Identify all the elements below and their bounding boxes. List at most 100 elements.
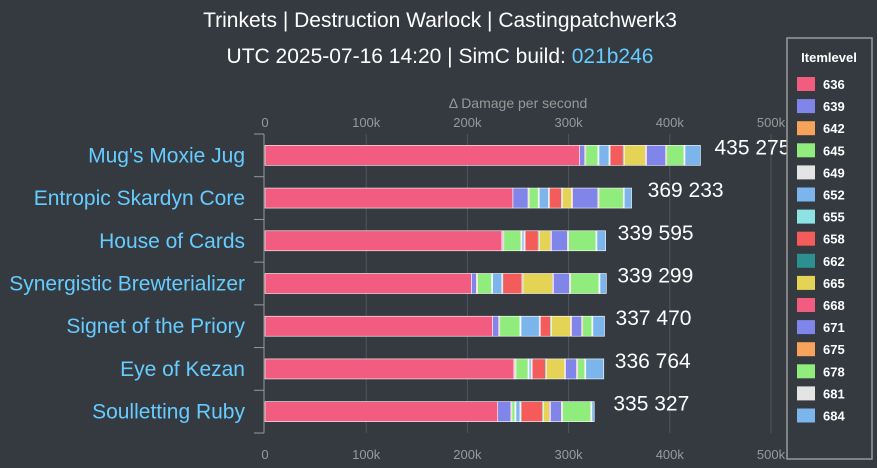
bar-segment[interactable] — [546, 358, 565, 380]
legend-label: 649 — [823, 165, 845, 180]
bar-segment[interactable] — [515, 358, 529, 380]
bar-segment[interactable] — [538, 230, 551, 252]
bar-segment[interactable] — [264, 187, 514, 209]
bar-segment[interactable] — [585, 358, 605, 380]
bar-segment[interactable] — [572, 187, 599, 209]
simc-build-link[interactable]: 021b246 — [572, 45, 654, 68]
bar-segment[interactable] — [264, 273, 472, 294]
legend-item[interactable]: 665 — [797, 275, 845, 291]
bar-segment[interactable] — [524, 230, 539, 252]
legend-item[interactable]: 639 — [797, 99, 845, 114]
bar-segment[interactable] — [492, 273, 503, 294]
category-label[interactable]: Mug's Moxie Jug — [88, 144, 245, 167]
bar-segment[interactable] — [503, 230, 522, 252]
bar-segment[interactable] — [582, 315, 593, 337]
legend-item[interactable]: 668 — [797, 298, 845, 313]
bar-stacks — [264, 145, 701, 422]
bar-segment[interactable] — [499, 315, 521, 337]
bar-segment[interactable] — [549, 187, 562, 209]
bar-segment[interactable] — [553, 273, 570, 294]
bar-segment[interactable] — [551, 230, 568, 252]
legend-item[interactable]: 684 — [797, 408, 845, 424]
legend-label: 655 — [823, 210, 845, 225]
legend-label: 636 — [823, 77, 845, 92]
bar-segment[interactable] — [531, 358, 546, 380]
category-label[interactable]: Entropic Skardyn Core — [34, 187, 245, 210]
bar-segment[interactable] — [492, 315, 500, 337]
legend-item[interactable]: 642 — [797, 121, 845, 136]
bar-segment[interactable] — [599, 273, 607, 294]
bar-segment[interactable] — [511, 401, 516, 422]
bar-segment[interactable] — [571, 315, 583, 337]
bar-segment[interactable] — [521, 230, 525, 252]
bar-segment[interactable] — [520, 315, 540, 337]
bar-segment[interactable] — [542, 401, 550, 422]
legend-item[interactable]: 671 — [797, 320, 845, 335]
bar-segment[interactable] — [264, 358, 515, 380]
legend-item[interactable]: 655 — [797, 209, 845, 225]
category-label[interactable]: Signet of the Priory — [66, 315, 245, 338]
tick-label-bottom: 200k — [453, 447, 482, 462]
bar-segment[interactable] — [264, 145, 581, 166]
legend-item[interactable]: 662 — [797, 254, 845, 269]
bar-segment[interactable] — [646, 145, 667, 166]
bar-segment[interactable] — [539, 315, 551, 337]
bar-segment[interactable] — [520, 401, 543, 422]
bar-segment[interactable] — [477, 273, 492, 294]
bar-segment[interactable] — [512, 187, 529, 209]
bar-segment[interactable] — [579, 145, 586, 166]
bar-segment[interactable] — [596, 230, 606, 252]
bar-segment[interactable] — [570, 273, 600, 294]
chart-title: Trinkets | Destruction Warlock | Casting… — [203, 9, 677, 32]
bar-segment[interactable] — [264, 401, 499, 422]
bar-segment[interactable] — [562, 401, 592, 422]
legend-item[interactable]: 652 — [797, 187, 845, 203]
bar-segment[interactable] — [591, 401, 595, 422]
bar-segment[interactable] — [550, 401, 562, 422]
tick-label-top: 100k — [352, 115, 381, 130]
legend-label: 675 — [823, 342, 845, 357]
legend-swatch — [797, 231, 815, 246]
bar-segment[interactable] — [522, 273, 553, 294]
bar-segment[interactable] — [528, 187, 539, 209]
bar-segment[interactable] — [551, 315, 571, 337]
bar-segment[interactable] — [598, 187, 624, 209]
category-label[interactable]: House of Cards — [99, 230, 245, 253]
bar-segment[interactable] — [623, 145, 646, 166]
x-axis-title: Δ Damage per second — [449, 95, 588, 111]
bar-segment[interactable] — [264, 230, 503, 252]
legend-item[interactable]: 681 — [797, 386, 845, 401]
category-label[interactable]: Synergistic Brewterializer — [9, 273, 245, 296]
legend-swatch — [797, 187, 815, 202]
bar-segment[interactable] — [565, 358, 577, 380]
bar-segment[interactable] — [471, 273, 477, 294]
legend-label: 671 — [823, 320, 845, 335]
bar-segment[interactable] — [592, 315, 605, 337]
legend-item[interactable]: 645 — [797, 143, 845, 158]
category-label[interactable]: Soulletting Ruby — [92, 401, 245, 424]
tick-label-top: 300k — [554, 115, 583, 130]
bar-segment[interactable] — [538, 187, 549, 209]
bar-segment[interactable] — [585, 145, 599, 166]
legend-item[interactable]: 675 — [797, 342, 845, 357]
legend-item[interactable]: 636 — [797, 77, 845, 92]
category-label[interactable]: Eye of Kezan — [120, 358, 245, 381]
bar-segment[interactable] — [684, 145, 701, 166]
bar-segment[interactable] — [562, 187, 572, 209]
bar-segment[interactable] — [577, 358, 586, 380]
bar-segment[interactable] — [568, 230, 597, 252]
bar-segment[interactable] — [502, 273, 523, 294]
legend-item[interactable]: 658 — [797, 231, 845, 247]
bar-segment[interactable] — [598, 145, 610, 166]
bar-segment[interactable] — [528, 358, 532, 380]
bar-segment[interactable] — [609, 145, 624, 166]
legend-item[interactable]: 649 — [797, 165, 845, 180]
bar-segment[interactable] — [264, 315, 493, 337]
bar-segment[interactable] — [497, 401, 512, 422]
bar-segment[interactable] — [666, 145, 685, 166]
legend-item[interactable]: 678 — [797, 364, 845, 379]
tick-label-bottom: 100k — [352, 447, 381, 462]
bar-segment[interactable] — [515, 401, 521, 422]
bar-segment[interactable] — [623, 187, 632, 209]
